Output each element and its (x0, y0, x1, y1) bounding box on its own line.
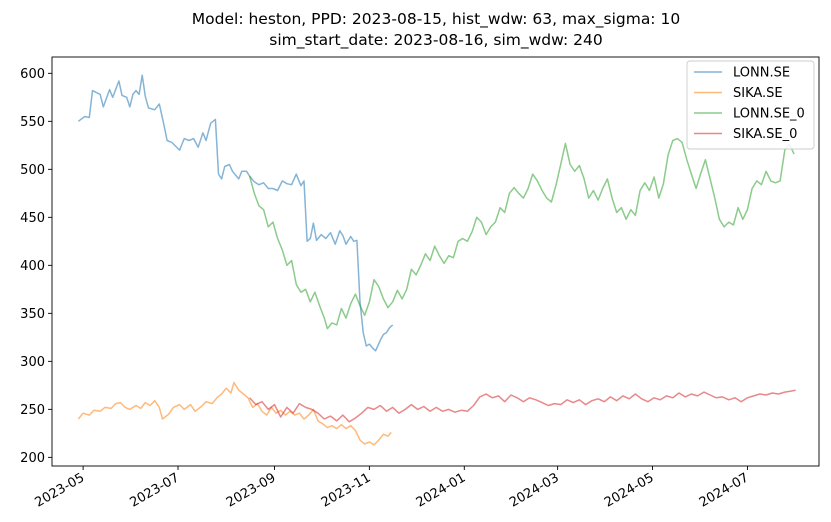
y-axis: 200 250 300 350 400 450 500 550 600 (20, 67, 52, 466)
plot-border (51, 56, 820, 467)
y-tick-label: 250 (20, 403, 45, 418)
x-tick-label: 2024-05 (602, 470, 657, 510)
x-tick-label: 2024-01 (414, 470, 469, 510)
y-tick-label: 500 (20, 163, 45, 178)
y-tick-label: 350 (20, 307, 45, 322)
y-tick-label: 400 (20, 259, 45, 274)
legend-label: SIKA.SE_0 (733, 127, 797, 142)
y-tick-label: 600 (20, 67, 45, 82)
y-tick-label: 300 (20, 355, 45, 370)
y-tick-label: 200 (20, 451, 45, 466)
legend-label: SIKA.SE (733, 86, 783, 101)
legend-label: LONN.SE (733, 66, 790, 81)
x-tick-label: 2023-11 (319, 470, 374, 510)
y-tick-label: 550 (20, 115, 45, 130)
chart-title-line-1: Model: heston, PPD: 2023-08-15, hist_wdw… (192, 10, 680, 29)
legend: LONN.SE SIKA.SE LONN.SE_0 SIKA.SE_0 (686, 60, 815, 150)
legend-box (686, 60, 815, 150)
x-tick-label: 2023-09 (224, 470, 279, 510)
x-tick-label: 2024-07 (697, 470, 752, 510)
legend-label: LONN.SE_0 (733, 107, 805, 122)
series-line-sika-se-0 (249, 389, 796, 423)
chart-title: Model: heston, PPD: 2023-08-15, hist_wdw… (192, 10, 680, 50)
y-tick-label: 450 (20, 211, 45, 226)
series-lines (77, 74, 796, 446)
x-tick-label: 2024-03 (507, 470, 562, 510)
x-tick-label: 2023-05 (33, 470, 88, 510)
series-line-lonn-se (77, 74, 394, 352)
chart-title-line-2: sim_start_date: 2023-08-16, sim_wdw: 240 (269, 31, 602, 50)
x-axis: 2023-05 2023-07 2023-09 2023-11 2024-01 2024-… (33, 466, 752, 511)
series-line-lonn-se-0 (248, 137, 795, 330)
series-line-sika-se (77, 381, 392, 446)
x-tick-label: 2023-07 (127, 470, 182, 510)
